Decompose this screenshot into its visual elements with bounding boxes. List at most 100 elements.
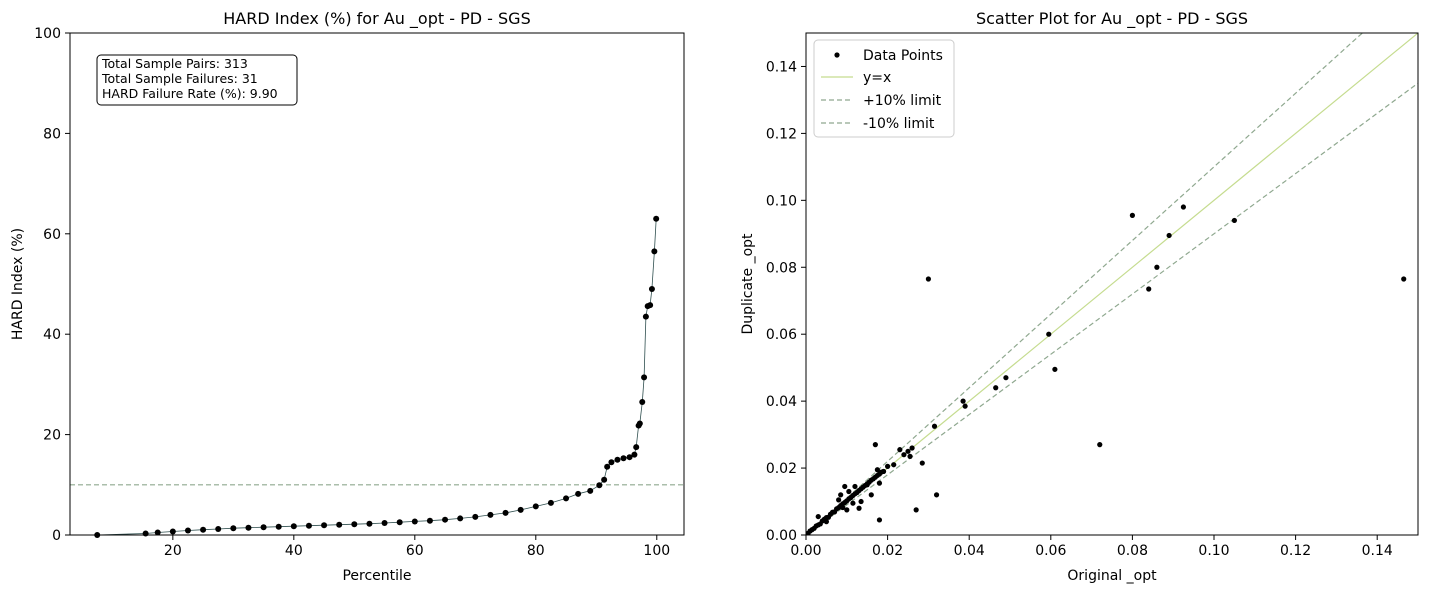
- data-point: [925, 276, 932, 282]
- hard-x-tick-label: 100: [643, 543, 670, 559]
- data-point: [962, 403, 968, 409]
- data-point: [1401, 276, 1407, 282]
- hard-index-point: [215, 525, 222, 532]
- hard-x-tick-label: 60: [406, 543, 424, 559]
- hard-index-point: [290, 523, 297, 530]
- scatter-x-tick-label: 0.12: [1280, 543, 1311, 559]
- hard-index-point: [631, 451, 638, 458]
- data-point: [897, 447, 903, 453]
- hard-index-point: [245, 524, 252, 531]
- hard-index-chart: HARD Index (%) for Au _opt - PD - SGS 20…: [10, 9, 685, 584]
- data-point: [960, 398, 966, 404]
- hard-index-point: [487, 511, 494, 518]
- data-point: [905, 448, 911, 454]
- scatter-y-tick-label: 0.02: [766, 461, 797, 477]
- data-point: [1154, 264, 1160, 270]
- hard-y-tick-label: 100: [34, 26, 61, 42]
- hard-x-axis-label: Percentile: [342, 568, 411, 584]
- hard-plot-area: [70, 215, 684, 538]
- data-point: [868, 492, 874, 498]
- hard-index-point: [517, 506, 524, 513]
- data-point: [909, 445, 915, 451]
- hard-y-tick-label: 20: [43, 428, 61, 444]
- hard-y-tick-label: 60: [43, 227, 61, 243]
- hard-index-point: [366, 520, 373, 527]
- hard-index-point: [547, 499, 554, 506]
- legend-label-plus10: +10% limit: [863, 93, 942, 109]
- data-point: [1097, 442, 1103, 448]
- hard-index-point: [651, 248, 658, 255]
- data-point: [1180, 204, 1186, 210]
- legend-label-yx: y=x: [863, 70, 891, 86]
- scatter-x-tick-label: 0.14: [1362, 543, 1393, 559]
- data-point: [1166, 232, 1172, 239]
- hard-x-tick-label: 20: [164, 543, 182, 559]
- scatter-y-tick-label: 0.10: [766, 193, 797, 209]
- hard-index-point: [620, 455, 627, 462]
- hard-y-tick-label: 0: [52, 528, 61, 544]
- reference-line-minus10: [806, 82, 1418, 535]
- scatter-y-tick-label: 0.04: [766, 394, 797, 410]
- hard-index-point: [472, 513, 479, 520]
- hard-index-point: [457, 515, 464, 522]
- data-point: [852, 483, 858, 490]
- data-point: [993, 385, 999, 391]
- scatter-x-tick-label: 0.06: [1035, 543, 1066, 559]
- data-point: [1146, 286, 1152, 292]
- scatter-x-tick-label: 0.02: [872, 543, 903, 559]
- data-point: [823, 519, 830, 525]
- data-point: [1052, 366, 1058, 372]
- hard-index-point: [260, 524, 267, 531]
- hard-chart-title: HARD Index (%) for Au _opt - PD - SGS: [223, 9, 530, 29]
- hard-index-point: [502, 509, 509, 516]
- scatter-y-tick-label: 0.08: [766, 260, 797, 276]
- hard-index-point: [442, 516, 449, 523]
- hard-index-point: [154, 529, 161, 536]
- hard-index-point: [351, 521, 358, 528]
- scatter-plot-frame: [805, 32, 1419, 536]
- reference-line-plus10: [806, 33, 1364, 535]
- scatter-x-tick-label: 0.08: [1117, 543, 1148, 559]
- data-point: [1129, 212, 1135, 218]
- hard-index-point: [639, 398, 646, 405]
- data-point: [850, 500, 856, 506]
- hard-index-point: [626, 454, 633, 461]
- hard-axis-ticks: 20 40 60 80 100 0 20 40 60 80 100: [34, 26, 670, 559]
- hard-index-point: [633, 444, 640, 451]
- hard-index-point: [636, 420, 643, 427]
- hard-index-point: [604, 463, 611, 470]
- hard-index-point: [532, 503, 539, 510]
- hard-index-point: [336, 521, 343, 528]
- scatter-legend: Data Points y=x +10% limit -10% limit: [813, 39, 955, 138]
- hard-index-point: [396, 519, 403, 526]
- data-point: [885, 463, 891, 469]
- data-point: [1046, 331, 1052, 337]
- hard-index-point: [142, 530, 149, 537]
- hard-index-point: [411, 518, 418, 525]
- data-point: [876, 480, 883, 486]
- scatter-x-tick-label: 0.10: [1198, 543, 1229, 559]
- scatter-y-tick-label: 0.06: [766, 327, 797, 343]
- hard-index-point: [184, 527, 191, 534]
- hard-index-point: [641, 374, 648, 381]
- hard-index-point: [647, 302, 654, 309]
- hard-index-point: [321, 522, 328, 529]
- scatter-y-tick-label: 0.14: [766, 59, 797, 75]
- data-point: [844, 507, 850, 513]
- scatter-y-tick-label: 0.00: [766, 528, 797, 544]
- hard-index-point: [648, 286, 655, 293]
- annotation-sample-pairs: Total Sample Pairs: 313: [101, 56, 248, 71]
- legend-marker-data-points: [834, 52, 840, 58]
- data-point: [931, 423, 938, 429]
- hard-index-point: [587, 487, 594, 494]
- hard-index-point: [169, 528, 176, 535]
- scatter-chart: Scatter Plot for Au _opt - PD - SGS 0.00…: [740, 9, 1419, 584]
- data-point: [919, 460, 925, 466]
- hard-x-tick-label: 80: [527, 543, 545, 559]
- scatter-y-axis-label: Duplicate _opt: [740, 233, 756, 335]
- scatter-x-axis-label: Original _opt: [1067, 568, 1157, 584]
- hard-index-point: [653, 215, 660, 222]
- data-point: [891, 462, 897, 468]
- data-point: [874, 467, 881, 473]
- hard-index-point: [596, 482, 603, 489]
